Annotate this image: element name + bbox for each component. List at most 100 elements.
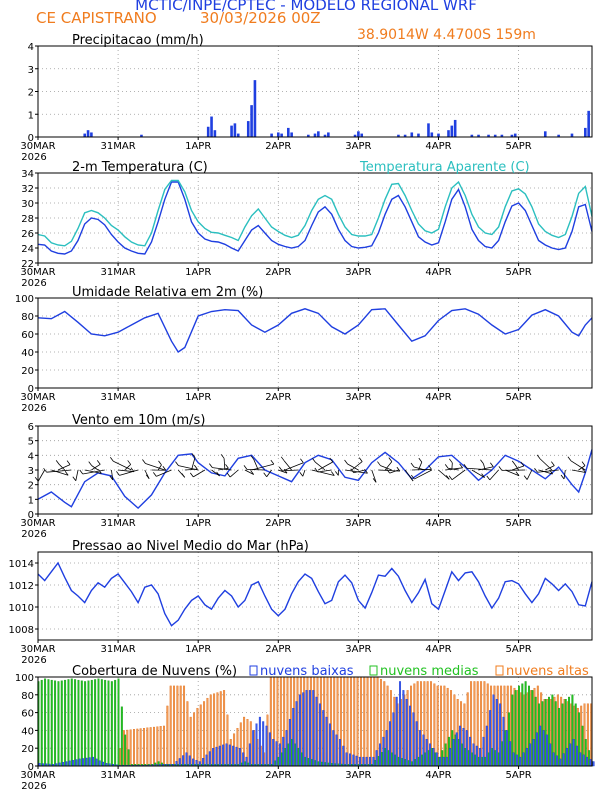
wind-barb	[466, 467, 492, 471]
wind-barb	[124, 464, 131, 471]
wind-barb	[302, 469, 306, 477]
cloud-bar-nuvens-baixas	[502, 716, 505, 767]
x-tick-label: 2APR	[265, 770, 291, 781]
wind-barb-flag	[216, 471, 220, 477]
wind-barb-flag	[520, 461, 525, 467]
y-tick-label: 6	[28, 422, 34, 433]
cloud-bar-nuvens-medias	[117, 678, 120, 767]
panel-frame	[37, 551, 593, 641]
cloud-bar-nuvens-baixas	[98, 760, 101, 767]
cloud-bar-nuvens-medias	[54, 680, 57, 767]
wind-barb	[283, 460, 292, 471]
cloud-bar-nuvens-baixas	[208, 751, 211, 767]
wind-barb-flag	[280, 456, 285, 462]
wind-barb-flag	[358, 457, 363, 462]
wind-barb-flag	[300, 458, 304, 464]
precip-bar	[250, 105, 253, 137]
cloud-bar-nuvens-baixas	[298, 694, 301, 767]
cloud-bar-nuvens-medias	[64, 679, 67, 767]
cloud-bar-nuvens-baixas	[565, 748, 568, 767]
legend-swatch-blue	[249, 665, 258, 676]
wind-barb-flag	[209, 463, 213, 468]
precip-bar	[417, 133, 420, 137]
cloud-bar-nuvens-baixas	[412, 712, 415, 767]
cloud-bar-nuvens-baixas	[549, 743, 552, 767]
cloud-bar-nuvens-baixas	[579, 752, 582, 767]
wind-barb	[91, 465, 99, 471]
x-tick-label: 30MAR	[20, 770, 55, 781]
wind-barb-flag	[270, 459, 275, 465]
y-tick-label: 3	[28, 65, 34, 76]
y-tick-label: 40	[21, 348, 34, 359]
wind-barb	[156, 469, 172, 477]
cloud-bar-nuvens-altas	[149, 727, 152, 767]
precip-bar	[397, 134, 400, 137]
precip-bar	[450, 125, 454, 137]
cloud-bar-nuvens-baixas	[545, 734, 548, 767]
cloud-bar-nuvens-baixas	[305, 690, 308, 767]
wind-barb-flag	[250, 455, 255, 460]
wind-barb	[46, 469, 72, 473]
wind-barb	[246, 468, 265, 471]
cloud-bar-nuvens-medias	[97, 678, 100, 767]
cloud-bar-nuvens-baixas	[515, 754, 518, 767]
cloud-bar-nuvens-baixas	[529, 743, 532, 767]
series-line-blue	[37, 449, 593, 510]
station-name: CE CAPISTRANO	[36, 9, 157, 27]
cloud-bar-nuvens-medias	[127, 749, 130, 767]
cloud-bar-nuvens-medias	[70, 678, 73, 767]
cloud-bar-nuvens-baixas	[272, 739, 275, 767]
precip-bar	[86, 130, 90, 137]
wind-barb-flag	[64, 471, 69, 476]
wind-barb	[505, 469, 520, 477]
cloud-bar-nuvens-baixas	[215, 746, 218, 767]
cloud-bar-nuvens-baixas	[469, 736, 472, 767]
x-tick-label: 31MAR	[101, 267, 136, 278]
cloud-bar-nuvens-baixas	[228, 744, 231, 767]
x-tick-label: 4APR	[425, 392, 451, 403]
precip-bar	[210, 116, 213, 137]
precip-bar	[290, 132, 293, 137]
cloud-bar-nuvens-baixas	[282, 736, 285, 767]
cloud-bar-nuvens-baixas	[415, 721, 418, 767]
cloud-bar-nuvens-baixas	[482, 736, 485, 767]
x-tick-year: 2026	[21, 781, 46, 792]
panel-frame	[37, 297, 593, 389]
wind-barb	[284, 462, 304, 471]
wind-barb-flag	[444, 464, 449, 469]
wind-barb	[448, 467, 459, 471]
cloud-bar-nuvens-baixas	[218, 745, 221, 767]
wind-barb-flag	[498, 466, 503, 471]
cloud-bar-nuvens-baixas	[335, 734, 338, 767]
wind-barb	[229, 469, 239, 478]
x-tick-label: 1APR	[185, 141, 211, 152]
precip-bar	[360, 133, 364, 137]
wind-barb-flag	[250, 470, 254, 475]
cloud-bar-nuvens-baixas	[542, 730, 545, 767]
cloud-bar-nuvens-baixas	[268, 732, 271, 767]
y-tick-label: 20	[21, 366, 34, 377]
cloud-bar-nuvens-baixas	[479, 748, 482, 767]
cloud-bar-nuvens-baixas	[245, 756, 248, 767]
y-tick-label: 60	[21, 330, 34, 341]
wind-barb-flag	[263, 472, 268, 478]
x-tick-label: 5APR	[505, 267, 531, 278]
wind-barb-flag	[350, 468, 355, 474]
precip-bar	[543, 131, 547, 137]
cloud-bar-nuvens-baixas	[75, 759, 78, 767]
x-tick-label: 30MAR	[20, 267, 55, 278]
cloud-bar-nuvens-baixas	[188, 755, 191, 767]
cloud-bar-nuvens-baixas	[352, 754, 355, 767]
y-tick-label: 1	[28, 495, 34, 506]
cloud-bar-nuvens-baixas	[338, 739, 341, 767]
precip-bar	[353, 134, 357, 137]
cloud-bar-nuvens-baixas	[592, 761, 595, 767]
cloud-bar-nuvens-baixas	[432, 748, 435, 767]
x-tick-label: 30MAR	[20, 392, 55, 403]
wind-barb-flag	[463, 464, 468, 469]
cloud-bar-nuvens-altas	[163, 725, 165, 767]
wind-barb-flag	[567, 456, 572, 462]
cloud-bar-nuvens-medias	[110, 681, 113, 767]
x-tick-label: 4APR	[425, 141, 451, 152]
